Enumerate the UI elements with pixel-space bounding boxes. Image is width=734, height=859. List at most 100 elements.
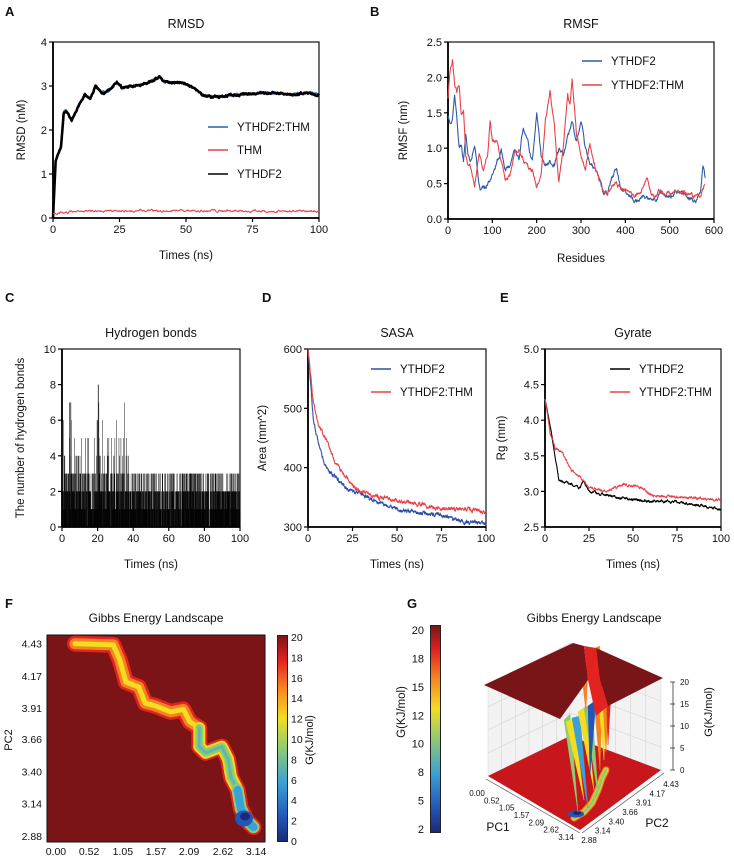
x-tick-label: 500: [660, 225, 678, 237]
series-line-ythdf2: [307, 348, 487, 526]
pc2-tick-label: 2.88: [581, 836, 597, 845]
colorbar-tick-label: 12: [412, 710, 424, 722]
y-tick-label: 4.43: [22, 639, 43, 651]
y-tick-label: 400: [284, 463, 302, 475]
x-tick-label: 600: [705, 225, 723, 237]
colorbar-label: G(KJ/mol): [396, 686, 408, 738]
x-tick-label: 100: [477, 533, 495, 545]
panel-label: C: [5, 290, 15, 305]
x-axis-label: Times (ns): [606, 559, 660, 571]
chart-title: SASA: [380, 326, 414, 340]
chart-title: RMSF: [563, 17, 599, 31]
y-tick-label: 2.5: [427, 37, 442, 49]
legend-label: YTHDF2: [639, 364, 684, 376]
pc1-tick-label: 2.62: [543, 826, 559, 835]
colorbar-tick-label: 10: [291, 734, 303, 746]
pc1-tick-label: 2.09: [529, 818, 545, 827]
panel-label: G: [407, 596, 417, 611]
legend-label: YTHDF2:THM: [611, 80, 684, 92]
x-tick-label: 2.62: [213, 846, 234, 858]
y-axis-label: Rg (mm): [496, 415, 508, 460]
y-tick-label: 3.0: [524, 486, 539, 498]
surface-spike: [587, 699, 597, 776]
y-tick-label: 0.5: [427, 179, 442, 191]
pc2-tick-label: 4.43: [663, 780, 679, 789]
colorbar-tick-label: 8: [418, 767, 424, 779]
legend-label: YTHDF2:THM: [639, 387, 712, 399]
y-tick-label: 0: [50, 522, 56, 534]
x-axis-label: Times (ns): [124, 559, 178, 571]
colorbar-f: [277, 635, 288, 842]
pc2-axis: [581, 772, 665, 834]
colorbar-tick-label: 20: [412, 625, 424, 637]
series-line-thm: [52, 208, 320, 215]
y-tick-label: 500: [284, 403, 302, 415]
legend-label: YTHDF2: [611, 56, 656, 68]
y-tick-label: 2.88: [22, 831, 43, 843]
colorbar-tick-label: 12: [291, 714, 303, 726]
x-tick-label: 80: [198, 533, 210, 545]
y-tick-label: 4.0: [524, 415, 539, 427]
y-tick-label: 2.5: [524, 522, 539, 534]
y-tick-label: 3.91: [22, 703, 43, 715]
pc2-tick-label: 4.17: [650, 789, 666, 798]
x-tick-label: 50: [180, 224, 192, 236]
grid-line: [487, 712, 662, 754]
y-tick-label: 8: [50, 380, 56, 392]
chart-title: Hydrogen bonds: [105, 326, 197, 340]
y-axis-label: The number of hydrogen bonds: [15, 358, 27, 519]
colorbar-tick-label: 20: [291, 632, 303, 644]
legend-label: YTHDF2:THM: [237, 122, 310, 134]
surface-plateau-left: [484, 643, 588, 719]
series-line-ythdf2-thm: [544, 398, 722, 502]
y-tick-label: 3.5: [524, 451, 539, 463]
legend-label: YTHDF2: [237, 169, 282, 181]
y-tick-label: 1.0: [427, 143, 442, 155]
x-tick-label: 50: [627, 533, 639, 545]
x-tick-label: 75: [435, 533, 447, 545]
pc1-tick-label: 0.52: [484, 796, 500, 805]
y-axis-label: RMSF (nm): [398, 101, 410, 161]
colorbar-tick-label: 6: [291, 775, 297, 787]
y-tick-label: 4.5: [524, 380, 539, 392]
y-tick-label: 4: [50, 451, 56, 463]
x-tick-label: 60: [163, 533, 175, 545]
series-line-ythdf2-thm: [307, 348, 487, 515]
z-tick-label: 15: [680, 700, 689, 709]
x-tick-label: 1.57: [146, 846, 167, 858]
x-tick-label: 25: [346, 533, 358, 545]
colorbar-tick-label: 15: [412, 682, 424, 694]
y-tick-label: 2.0: [427, 72, 442, 84]
colorbar-tick-label: 18: [291, 652, 303, 664]
colorbar-tick-label: 16: [291, 673, 303, 685]
pc1-tick-label: 1.05: [499, 804, 515, 813]
pc1-tick-label: 3.14: [558, 833, 574, 842]
x-tick-label: 0: [542, 533, 548, 545]
y-tick-label: 3: [41, 81, 47, 93]
x-tick-label: 40: [127, 533, 139, 545]
energy-minimum-core: [239, 812, 250, 821]
chart-title: Gibbs Energy Landscape: [527, 611, 662, 625]
pc1-tick-label: 1.57: [514, 811, 530, 820]
colorbar-tick-label: 2: [418, 824, 424, 836]
surface-plateau-right: [596, 648, 663, 706]
series-line-ythdf2: [544, 398, 722, 511]
chart-title: RMSD: [168, 17, 205, 31]
surface-minimum-core: [573, 811, 581, 815]
series-line-ythdf2: [51, 74, 320, 219]
z-axis-label: G(KJ/mol): [703, 687, 715, 737]
panel-label: E: [500, 290, 509, 305]
legend-label: YTHDF2: [400, 364, 445, 376]
x-tick-label: 100: [231, 533, 249, 545]
surface-ridge: [584, 646, 608, 716]
x-tick-label: 0: [50, 224, 56, 236]
x-tick-label: 100: [712, 533, 730, 545]
series-line-ythdf2: [447, 94, 706, 204]
chart-title: Gyrate: [614, 326, 652, 340]
plot-frame: [46, 634, 266, 843]
y-tick-label: 5.0: [524, 344, 539, 356]
pc2-tick-label: 3.66: [622, 808, 638, 817]
x-tick-label: 75: [671, 533, 683, 545]
pc1-tick-label: 0.00: [469, 789, 485, 798]
x-tick-label: 0: [305, 533, 311, 545]
